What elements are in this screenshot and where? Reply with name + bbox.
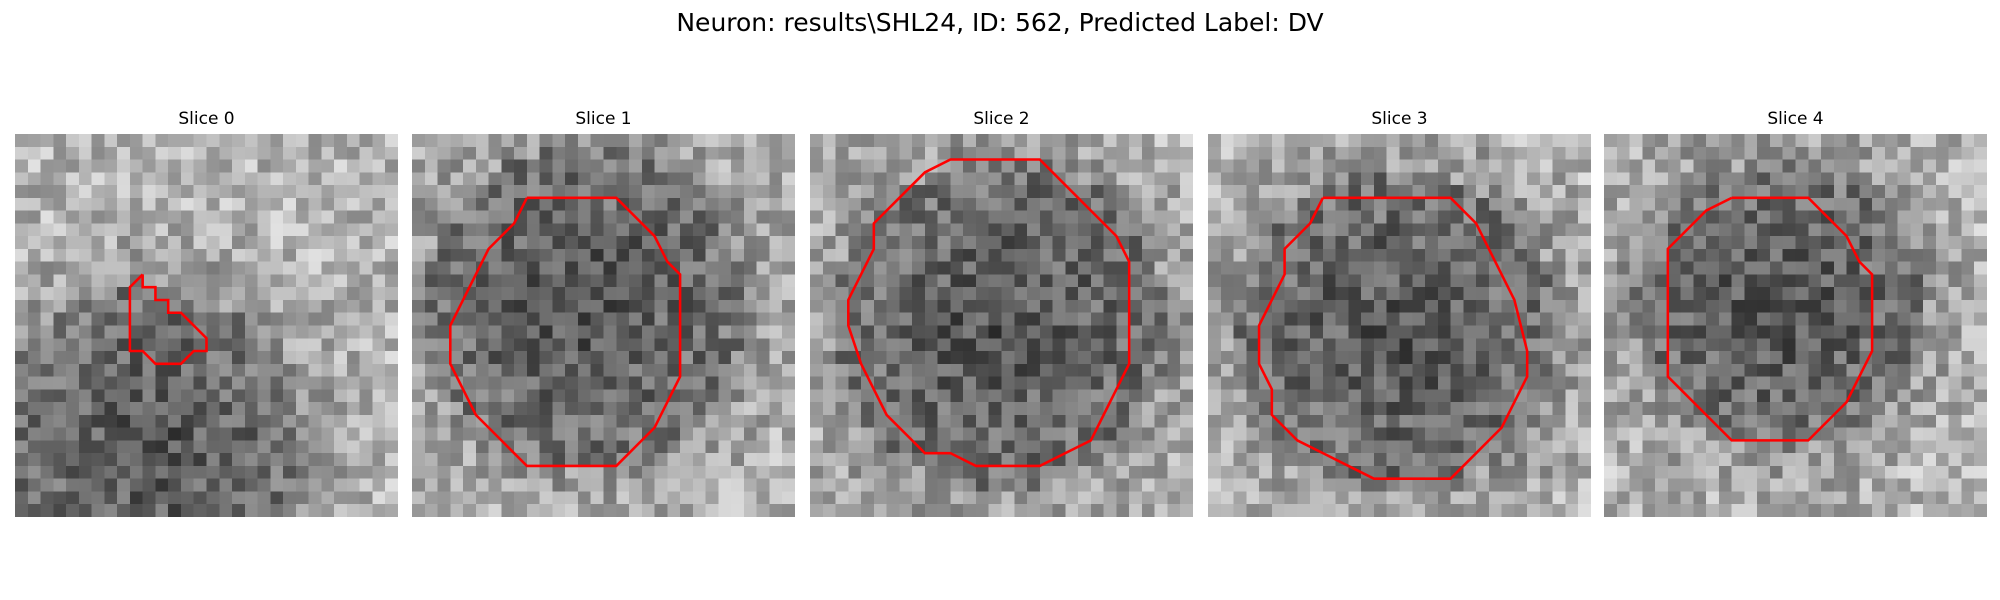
pixel-grid [1208,134,1591,517]
pixel-grid [810,134,1193,517]
slice-panel-2: Slice 2 [810,108,1193,520]
pixel-grid [412,134,795,517]
slice-panel-1: Slice 1 [412,108,795,520]
figure-title: Neuron: results\SHL24, ID: 562, Predicte… [0,8,2000,38]
slice-title: Slice 4 [1604,108,1987,130]
slice-panel-0: Slice 0 [15,108,398,520]
slice-image [1208,134,1591,517]
slice-panel-4: Slice 4 [1604,108,1987,520]
slice-image [810,134,1193,517]
slice-title: Slice 2 [810,108,1193,130]
slice-image [1604,134,1987,517]
slice-title: Slice 0 [15,108,398,130]
slice-panel-3: Slice 3 [1208,108,1591,520]
slice-title: Slice 3 [1208,108,1591,130]
pixel-grid [1604,134,1987,517]
slice-image [15,134,398,517]
slice-image [412,134,795,517]
slice-title: Slice 1 [412,108,795,130]
pixel-grid [15,134,398,517]
